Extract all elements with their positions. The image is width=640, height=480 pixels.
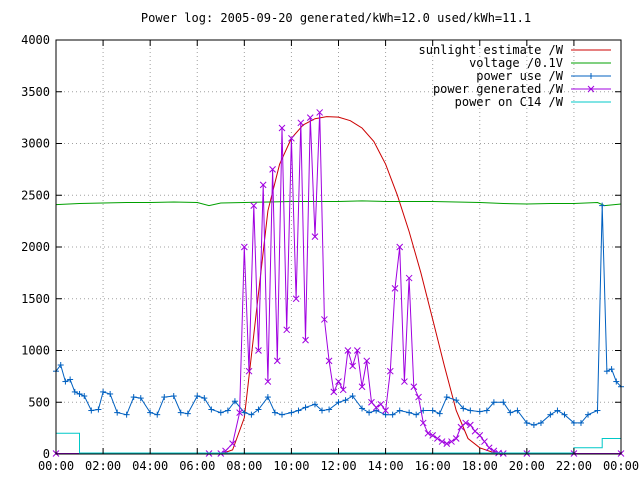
- data-point: [448, 438, 455, 445]
- x-tick-label: 14:00: [368, 459, 404, 473]
- data-point: [587, 85, 595, 93]
- data-point: [452, 435, 460, 442]
- x-tick-label: 00:00: [38, 459, 74, 473]
- data-point: [264, 378, 272, 385]
- data-point: [236, 409, 243, 416]
- data-point: [316, 109, 324, 116]
- data-point: [229, 440, 236, 448]
- x-tick-label: 00:00: [603, 459, 639, 473]
- data-point: [288, 134, 295, 142]
- data-point: [386, 367, 394, 375]
- series-1: [55, 200, 622, 207]
- x-tick-label: 06:00: [179, 459, 215, 473]
- data-point: [240, 243, 248, 251]
- data-point: [353, 347, 361, 354]
- data-point: [368, 398, 375, 406]
- data-point: [358, 383, 366, 391]
- x-tick-label: 04:00: [132, 459, 168, 473]
- data-point: [471, 427, 479, 435]
- data-point: [349, 362, 356, 370]
- data-point: [245, 367, 253, 375]
- y-tick-label: 500: [28, 395, 50, 409]
- series-2: [53, 202, 624, 429]
- data-point: [330, 388, 338, 396]
- y-tick-label: 1500: [21, 292, 50, 306]
- chart-title: Power log: 2005-09-20 generated/kWh=12.0…: [141, 11, 531, 25]
- data-point: [259, 181, 267, 189]
- data-point: [419, 419, 427, 427]
- y-tick-label: 0: [43, 447, 50, 461]
- data-point: [485, 444, 493, 452]
- legend-label: power generated /W: [433, 82, 564, 96]
- x-tick-label: 12:00: [320, 459, 356, 473]
- data-point: [481, 438, 488, 445]
- data-point: [269, 166, 276, 173]
- y-tick-label: 1000: [21, 344, 50, 358]
- data-point: [339, 386, 347, 394]
- data-point: [438, 438, 446, 445]
- x-tick-label: 20:00: [509, 459, 545, 473]
- data-point: [302, 336, 309, 344]
- data-point: [391, 285, 399, 292]
- data-point: [382, 407, 389, 414]
- data-point: [255, 347, 262, 354]
- data-point: [401, 378, 408, 385]
- data-point: [335, 378, 342, 385]
- data-point: [424, 429, 432, 437]
- data-point: [396, 243, 404, 251]
- x-tick-label: 22:00: [556, 459, 592, 473]
- data-point: [292, 295, 300, 303]
- data-point: [278, 124, 286, 132]
- y-tick-label: 3500: [21, 85, 50, 99]
- data-point: [363, 357, 371, 365]
- data-point: [283, 326, 291, 334]
- data-point: [297, 119, 305, 127]
- data-point: [466, 421, 474, 429]
- series-3: [52, 109, 625, 457]
- x-tick-label: 02:00: [85, 459, 121, 473]
- data-point: [321, 316, 328, 323]
- data-point: [462, 419, 469, 427]
- data-point: [415, 393, 422, 401]
- data-point: [434, 435, 441, 442]
- axis-ticks: 0 500 1000 1500 2000 2500 3000 3500 4000 00:00 02:…: [21, 33, 639, 473]
- data-point: [377, 400, 385, 408]
- data-point: [325, 357, 333, 365]
- data-point: [405, 274, 413, 282]
- x-tick-label: 08:00: [226, 459, 262, 473]
- data-point: [306, 114, 314, 121]
- legend-label: power on C14 /W: [455, 95, 564, 109]
- y-tick-label: 2500: [21, 188, 50, 202]
- y-tick-label: 4000: [21, 33, 50, 47]
- x-tick-label: 18:00: [462, 459, 498, 473]
- data-point: [372, 404, 380, 411]
- data-point: [429, 432, 437, 439]
- data-point: [443, 440, 451, 448]
- series-layer: [52, 109, 625, 457]
- legend-label: power use /W: [476, 69, 563, 83]
- data-point: [311, 233, 319, 241]
- legend-label: sunlight estimate /W: [419, 43, 564, 57]
- data-point: [410, 383, 418, 391]
- grid: [56, 40, 621, 454]
- series-line: [55, 200, 622, 207]
- x-tick-label: 16:00: [415, 459, 451, 473]
- data-point: [250, 202, 258, 209]
- y-tick-label: 3000: [21, 137, 50, 151]
- data-point: [273, 357, 281, 365]
- data-point: [476, 432, 484, 439]
- x-tick-label: 10:00: [273, 459, 309, 473]
- legend-label: voltage /0.1V: [469, 56, 563, 70]
- y-tick-label: 2000: [21, 240, 50, 254]
- data-point: [344, 347, 352, 354]
